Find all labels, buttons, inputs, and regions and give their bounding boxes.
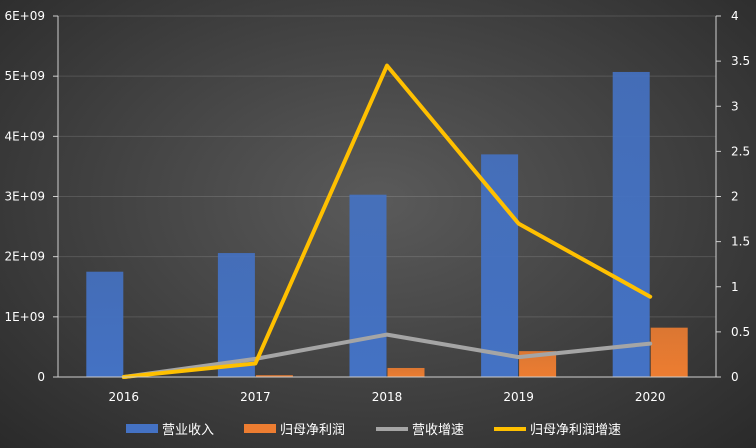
left-tick-label: 1E+09 [4,310,45,324]
x-axis-ticks: 2016 2017 2018 2019 2020 [58,376,716,404]
right-tick-label: 3 [731,99,739,113]
bar-revenue [86,271,124,377]
legend-label: 归母净利润 [280,423,345,438]
line-profit-growth [121,63,653,379]
x-tick-label: 2020 [635,390,666,404]
right-tick-label: 3.5 [731,54,750,68]
x-tick-label: 2019 [503,390,534,404]
bars [86,71,688,377]
bar-revenue [349,194,387,377]
bar-revenue [612,71,650,377]
bar-revenue [217,253,255,377]
left-tick-label: 6E+09 [4,9,45,23]
x-tick-label: 2017 [240,390,271,404]
bar-revenue [481,154,519,377]
left-tick-label: 5E+09 [4,69,45,83]
legend-swatch-bar [244,424,276,433]
bar-net-profit [650,327,688,377]
left-tick-label: 3E+09 [4,190,45,204]
gridlines [58,15,716,318]
left-tick-label: 4E+09 [4,129,45,143]
right-tick-label: 0 [731,370,739,384]
right-axis-ticks: 0 0.5 1 1.5 2 2.5 3 3.5 4 [715,9,750,384]
left-tick-label: 2E+09 [4,250,45,264]
left-tick-label: 0 [37,370,45,384]
legend-label: 营收增速 [412,423,464,438]
x-tick-label: 2016 [109,390,140,404]
lines [121,63,653,379]
right-tick-label: 1.5 [731,235,750,249]
line-revenue-growth [121,332,653,379]
x-tick-label: 2018 [372,390,403,404]
right-tick-label: 4 [731,9,739,23]
legend-label: 归母净利润增速 [530,423,621,438]
right-tick-label: 1 [731,280,739,294]
right-tick-label: 2 [731,190,739,204]
bar-net-profit [387,367,425,377]
right-tick-label: 2.5 [731,144,750,158]
right-tick-label: 0.5 [731,325,750,339]
legend-swatch-bar [126,424,158,433]
legend-label: 营业收入 [162,423,214,438]
legend: 营业收入 归母净利润 营收增速 归母净利润增速 [126,423,621,438]
left-axis-ticks: 0 1E+09 2E+09 3E+09 4E+09 5E+09 6E+09 [4,9,59,384]
bar-net-profit [255,375,293,377]
